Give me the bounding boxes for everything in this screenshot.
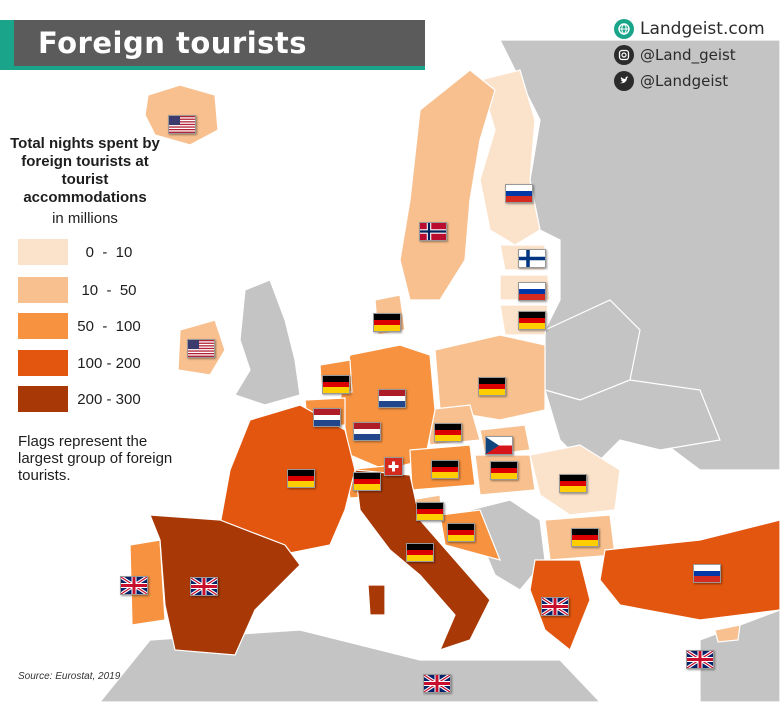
flag-denmark	[373, 313, 401, 332]
flag-sweden	[505, 184, 533, 203]
flag-czechia	[434, 423, 462, 442]
flag-bulgaria	[571, 528, 599, 547]
legend-swatch	[18, 350, 68, 376]
flag-france	[287, 469, 315, 488]
legend-swatch	[18, 239, 68, 265]
legend-swatch	[18, 277, 68, 303]
brand-website[interactable]: Landgeist.com	[640, 19, 765, 39]
sardinia-shape	[367, 584, 386, 616]
flag-liechtenstein	[384, 457, 403, 476]
turkey-shape	[599, 519, 780, 621]
flag-turkey	[693, 564, 721, 583]
brand-instagram[interactable]: @Land_geist	[640, 46, 736, 64]
legend-item: 50 - 100	[18, 313, 144, 339]
legend-item: 10 - 50	[18, 277, 144, 303]
flag-slovakia	[485, 436, 513, 455]
flag-romania	[559, 474, 587, 493]
legend-swatch	[18, 386, 68, 412]
legend-subtitle: in millions	[52, 210, 118, 227]
flag-spain	[190, 577, 218, 596]
flag-slovenia	[416, 502, 444, 521]
legend-label: 100 - 200	[77, 354, 141, 372]
flag-lithuania	[518, 311, 546, 330]
flag-austria	[431, 460, 459, 479]
legend-title: Total nights spent by foreign tourists a…	[10, 135, 160, 206]
flag-luxembourg	[353, 422, 381, 441]
flag-ireland	[187, 339, 215, 358]
page-title: Foreign tourists	[38, 26, 308, 60]
flag-germany	[378, 389, 406, 408]
flag-italy	[406, 543, 434, 562]
norway-sweden-shape	[399, 69, 496, 301]
flag-switzerland	[353, 472, 381, 491]
brand-website-row[interactable]: Landgeist.com	[614, 16, 765, 42]
brand-twitter-row[interactable]: @Landgeist	[614, 68, 765, 94]
legend-item: 100 - 200	[18, 350, 144, 376]
flag-latvia	[518, 282, 546, 301]
flag-malta	[423, 674, 451, 693]
legend-label: 50 - 100	[77, 317, 141, 335]
flag-note: Flags represent the largest group of for…	[18, 433, 173, 484]
legend-item: 0 - 10	[18, 239, 144, 265]
flag-croatia	[447, 523, 475, 542]
flag-greece	[541, 597, 569, 616]
legend-swatch	[18, 313, 68, 339]
title-bar: Foreign tourists	[0, 20, 425, 70]
legend-item: 200 - 300	[18, 386, 144, 412]
title-accent	[0, 20, 14, 66]
flag-netherlands	[322, 375, 350, 394]
legend-label: 10 - 50	[81, 281, 137, 299]
flag-iceland	[168, 115, 196, 134]
flag-cyprus	[686, 650, 714, 669]
cyprus-shape	[714, 624, 741, 643]
flag-portugal	[120, 576, 148, 595]
source-note: Source: Eurostat, 2019	[18, 671, 121, 682]
brand-twitter[interactable]: @Landgeist	[640, 72, 729, 90]
branding: Landgeist.com @Land_geist @Landgeist	[614, 16, 765, 94]
brand-instagram-row[interactable]: @Land_geist	[614, 42, 765, 68]
flag-estonia	[518, 249, 546, 268]
spain-shape	[149, 514, 301, 656]
legend-label: 0 - 10	[85, 243, 133, 261]
flag-belgium	[313, 408, 341, 427]
flag-poland	[478, 377, 506, 396]
flag-norway	[419, 222, 447, 241]
flag-hungary	[490, 461, 518, 480]
legend-label: 200 - 300	[77, 390, 141, 408]
twitter-icon	[614, 71, 634, 91]
globe-icon	[614, 19, 634, 39]
instagram-icon	[614, 45, 634, 65]
uk-region	[234, 279, 301, 406]
